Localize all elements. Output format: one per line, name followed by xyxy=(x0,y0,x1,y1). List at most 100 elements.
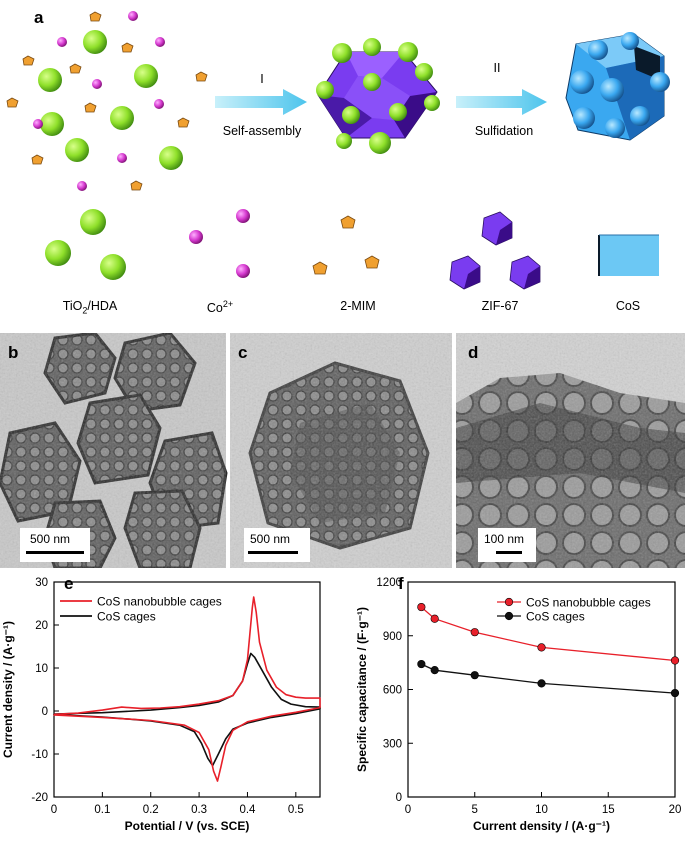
y-tick-label: 900 xyxy=(383,631,402,643)
panel-e-letter: e xyxy=(64,574,74,593)
x-tick-label: 10 xyxy=(535,804,548,816)
data-point xyxy=(670,656,680,665)
scale-bar-c: 500 nm xyxy=(244,528,310,562)
x-tick-label: 20 xyxy=(669,804,682,816)
co-ion xyxy=(154,99,164,109)
cv-curve xyxy=(53,596,321,782)
cv-chart: 0 0.1 0.2 0.3 0.4 0.5 -20 -10 0 10 20 30 Potential /… xyxy=(1,577,321,833)
series-line xyxy=(421,663,676,694)
mim-molecule xyxy=(130,180,143,191)
x-tick-label: 0.2 xyxy=(143,804,159,816)
tio2-sphere xyxy=(134,64,158,88)
scale-label-b: 500 nm xyxy=(30,532,71,546)
legend-tio2-icon xyxy=(45,209,126,280)
panel-d-letter: d xyxy=(468,343,479,362)
tio2-sphere xyxy=(40,112,64,136)
x-tick-label: 0.4 xyxy=(239,804,256,816)
x-tick-label: 0.1 xyxy=(94,804,110,816)
y-tick-label: 10 xyxy=(35,663,48,675)
legend-zif-label: ZIF-67 xyxy=(481,299,519,313)
y-tick-label: 1200 xyxy=(376,577,402,589)
legend-cos-icon xyxy=(598,234,659,276)
panel-c-letter: c xyxy=(238,343,248,362)
plot-frame xyxy=(53,581,321,798)
y-tick-label: 600 xyxy=(383,685,402,697)
data-point xyxy=(537,643,546,652)
step1-label: Self-assembly xyxy=(222,124,302,138)
legend-mim-label: 2-MIM xyxy=(340,299,376,313)
scale-line-b xyxy=(26,551,84,554)
y-axis-label: Current density / (A·g⁻¹) xyxy=(1,621,15,758)
y-tick-label: 300 xyxy=(383,738,402,750)
legend-co-icon xyxy=(189,209,250,278)
data-point xyxy=(470,628,479,637)
legend-co-label: Co2+ xyxy=(206,299,234,316)
capacitance-chart: 0 5 10 15 20 0 300 600 900 1200 Current density / … xyxy=(355,577,682,833)
legend-text: CoS cages xyxy=(526,610,585,624)
legend-cos-label: CoS xyxy=(615,299,641,313)
mim-molecule xyxy=(22,55,35,66)
panel-a-letter: a xyxy=(34,8,44,27)
data-point xyxy=(417,659,426,669)
legend-marker xyxy=(504,597,514,607)
tio2-sphere xyxy=(65,138,89,162)
legend-zif-icon xyxy=(449,211,541,290)
cos-nanobubble-cage xyxy=(565,32,670,141)
legend-tio2-label: TiO2/HDA xyxy=(62,299,118,316)
cv-curve xyxy=(53,652,321,767)
step2-numeral: II xyxy=(493,61,501,75)
tem-image-d xyxy=(456,333,685,568)
co-ion xyxy=(155,37,165,47)
y-tick-label: -20 xyxy=(31,792,48,804)
x-axis-label: Current density / (A·g⁻¹) xyxy=(473,819,610,833)
y-axis-label: Specific capacitance / (F·g⁻¹) xyxy=(355,607,369,772)
co-ion xyxy=(117,153,127,163)
scale-bar-d: 100 nm xyxy=(478,528,536,562)
data-point xyxy=(417,602,426,612)
tio2-sphere xyxy=(159,146,183,170)
scale-label-d: 100 nm xyxy=(484,532,525,546)
y-tick-label: 30 xyxy=(35,577,48,589)
zif67-tio2-particle xyxy=(316,38,440,154)
legend-mim-icon xyxy=(312,215,380,275)
data-point xyxy=(537,679,546,688)
tio2-sphere xyxy=(110,106,134,130)
tem-images xyxy=(0,333,685,568)
legend-marker xyxy=(504,611,514,621)
mim-molecule xyxy=(31,154,44,165)
mim-molecule xyxy=(177,117,190,128)
x-tick-label: 0.3 xyxy=(191,804,207,816)
co-ion xyxy=(77,181,87,191)
scale-line-d xyxy=(496,551,522,554)
x-tick-label: 0.5 xyxy=(288,804,304,816)
data-point xyxy=(470,671,479,680)
synthesis-scheme xyxy=(6,11,670,290)
co-ion xyxy=(92,79,102,89)
mim-molecule xyxy=(84,102,97,113)
co-ion xyxy=(57,37,67,47)
mim-molecule xyxy=(89,11,102,22)
step2-label: Sulfidation xyxy=(474,124,534,138)
data-point xyxy=(430,614,439,623)
legend-text: CoS nanobubble cages xyxy=(526,596,651,610)
y-tick-label: 0 xyxy=(42,706,48,718)
x-axis-label: Potential / V (vs. SCE) xyxy=(125,819,250,833)
step1-numeral: I xyxy=(260,72,264,86)
mim-molecule xyxy=(195,71,208,82)
y-tick-label: 20 xyxy=(35,620,48,632)
mim-molecule xyxy=(6,97,19,108)
scale-line-c xyxy=(248,551,298,554)
x-tick-label: 0 xyxy=(405,804,411,816)
x-tick-label: 15 xyxy=(602,804,615,816)
scale-label-c: 500 nm xyxy=(250,532,291,546)
data-point xyxy=(430,666,439,675)
tio2-sphere xyxy=(83,30,107,54)
tio2-sphere xyxy=(38,68,62,92)
y-tick-label: 0 xyxy=(396,792,402,804)
arrow-sulfidation xyxy=(456,89,547,115)
co-ion xyxy=(128,11,138,21)
co-ion xyxy=(33,119,43,129)
mim-molecule xyxy=(121,42,134,53)
panel-f-letter: f xyxy=(398,574,404,593)
panel-b-letter: b xyxy=(8,343,19,362)
